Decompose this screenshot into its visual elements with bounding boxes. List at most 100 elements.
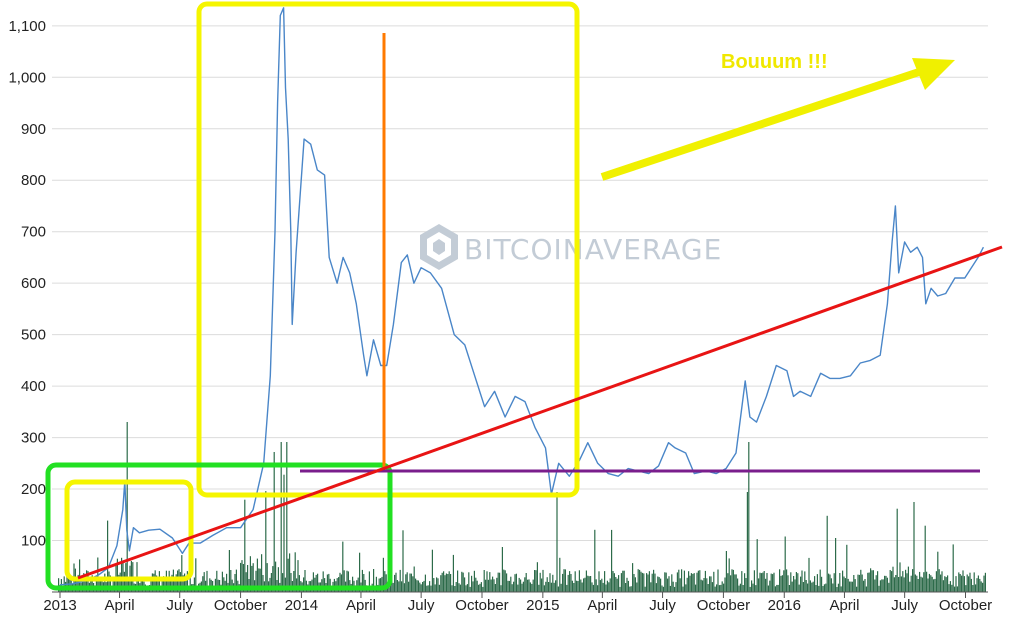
volume-bar [927,578,929,592]
volume-bar [979,578,981,592]
volume-bar [303,577,305,592]
volume-bar [980,581,982,592]
volume-bar [937,551,939,592]
volume-bar [392,582,394,592]
volume-bar [683,570,685,592]
volume-bar [109,575,111,592]
volume-bar [846,544,848,592]
volume-bar [574,571,576,592]
volume-bar [766,573,768,592]
y-tick-labels: 100 200 300 400 500 600 700 800 900 1,000 1,100 [8,18,46,550]
volume-bar [742,585,744,592]
volume-bar [87,571,89,592]
volume-bar [689,575,691,592]
volume-bar [815,585,817,592]
volume-bar [709,576,711,592]
volume-bar [511,584,513,592]
volume-bar [363,574,365,592]
volume-bar [615,577,617,592]
volume-bar [735,574,737,592]
x-tick-label: July [649,597,676,614]
volume-bar [963,576,965,592]
volume-bar [441,572,443,592]
volume-bar [758,578,760,592]
volume-bar [679,578,681,592]
volume-bar [529,582,531,592]
volume-bar [480,582,482,592]
volume-bar [823,584,825,592]
volume-bar [721,581,723,592]
volume-bar [662,586,664,592]
volume-bar [763,571,765,592]
volume-bar [286,442,288,592]
volume-bar [871,570,873,592]
volume-bar [545,581,547,592]
volume-bar [948,584,950,592]
volume-bar [718,585,720,592]
volume-bar [604,571,606,592]
volume-bar [773,572,775,592]
volume-bar [373,569,375,592]
volume-bar [716,584,718,592]
volume-bar [272,566,274,592]
volume-bar [700,579,702,592]
volume-bar [966,574,968,592]
volume-bar [625,583,627,592]
volume-bar [842,570,844,592]
volume-bar [770,573,772,592]
volume-bar [892,566,894,592]
volume-bar [693,573,695,592]
volume-bar [752,583,754,592]
volume-bar [104,573,106,592]
volume-bar [616,578,618,592]
volume-bar [801,570,803,592]
x-tick-label: April [829,597,859,614]
volume-bar [556,492,558,592]
volume-bar [293,571,295,592]
volume-bar [753,570,755,592]
volume-bar [704,570,706,592]
volume-bar [406,572,408,592]
x-tick-label: 2014 [285,597,318,614]
volume-bar [216,570,218,592]
volume-bar [795,572,797,592]
volume-bar [646,573,648,592]
volume-bar [185,578,187,592]
annotations: Bouuum !!! [45,1,1003,591]
volume-bar [566,584,568,592]
volume-bar [346,570,348,592]
volume-bar [594,529,596,592]
volume-bar [270,573,272,592]
volume-bar [832,583,834,592]
volume-bar [126,422,128,592]
volume-bar [889,570,891,592]
y-tick-label: 500 [21,327,46,344]
volume-bar [79,559,81,592]
volume-bar [312,572,314,592]
volume-bar [531,583,533,592]
volume-bar [329,578,331,592]
volume-bar [944,576,946,592]
volume-bar [581,582,583,592]
volume-bar [242,564,244,592]
volume-bar [769,580,771,592]
volume-bar [830,578,832,592]
volume-bar [667,578,669,592]
volume-bar [471,575,473,592]
volume-bar [975,584,977,592]
volume-bar [282,573,284,592]
volume-bar [954,586,956,592]
volume-bar [170,578,172,592]
volume-bar [338,577,340,592]
volume-bar [703,578,705,592]
volume-bar [483,570,485,592]
volume-bar [661,585,663,592]
volume-bar [676,572,678,592]
volume-bar [521,583,523,592]
volume-bar [732,569,734,592]
volume-bar [401,581,403,592]
volume-bar [380,578,382,592]
volume-bar [179,572,181,592]
volume-bar [886,577,888,592]
